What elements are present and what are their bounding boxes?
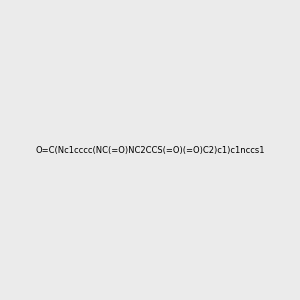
Text: O=C(Nc1cccc(NC(=O)NC2CCS(=O)(=O)C2)c1)c1nccs1: O=C(Nc1cccc(NC(=O)NC2CCS(=O)(=O)C2)c1)c1… — [35, 146, 265, 154]
